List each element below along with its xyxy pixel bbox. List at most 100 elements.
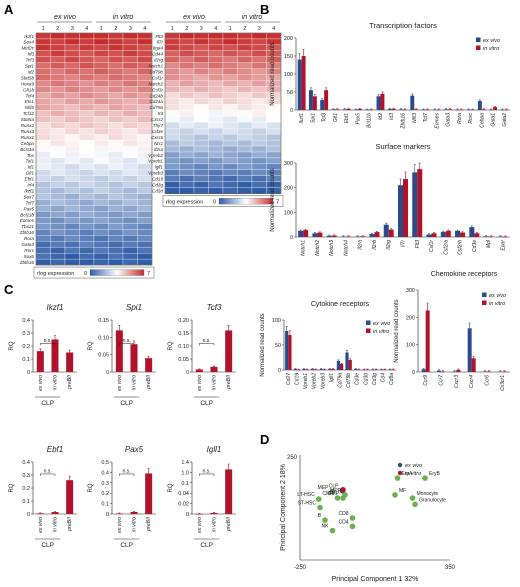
heatmap-cell [122, 169, 138, 176]
x-tick-label: Cx3cr1 [500, 375, 506, 391]
heatmap-cell [79, 110, 95, 117]
heatmap-cell [222, 104, 238, 111]
heatmap-cell [108, 151, 124, 159]
bar [115, 513, 123, 515]
heatmap-cell [237, 181, 253, 188]
bar [410, 95, 415, 110]
y-tick-label: 0 [186, 370, 189, 376]
col-number-label: 1 [100, 26, 103, 32]
legend-swatch [366, 328, 371, 333]
significance-bracket: n.s. [40, 338, 56, 346]
legend-swatch [476, 37, 481, 42]
heatmap-cell [208, 38, 224, 46]
x-tick-label: ex vivo [197, 375, 203, 391]
pca-point-label: EryB [429, 471, 441, 477]
heatmap-cell [35, 110, 51, 117]
heatmap-cell [251, 56, 267, 63]
col-group-label: ex vivo [54, 14, 76, 21]
heatmap-cell [208, 110, 224, 117]
heatmap-cell [122, 241, 138, 248]
heatmap-cell [108, 223, 124, 230]
bar [210, 366, 218, 372]
heatmap-cell [222, 98, 238, 105]
col-number-label: 2 [114, 26, 117, 32]
heatmap-cell [237, 145, 253, 153]
heatmap-cell [35, 50, 51, 57]
heatmap-cell [79, 139, 95, 147]
pca-point [329, 488, 336, 495]
heatmap-cell [35, 133, 51, 141]
bar [374, 232, 380, 237]
bar [440, 232, 446, 237]
bar [399, 109, 403, 110]
heatmap-cell [222, 86, 238, 93]
x-tick-label: ex vivo [117, 375, 123, 391]
chart-title: Ebf1 [47, 445, 63, 454]
heatmap-cell [193, 68, 209, 75]
heatmap-cell [35, 169, 51, 176]
heatmap-cell [79, 50, 95, 57]
heatmap-cell [79, 258, 95, 266]
heatmap-cell [237, 86, 253, 93]
heatmap-cell [50, 169, 66, 176]
heatmap-cell [93, 32, 109, 40]
heatmap-cell [122, 133, 138, 141]
y-tick-label: 0 [290, 108, 293, 114]
col-number-label: 3 [258, 26, 261, 32]
bar [403, 179, 408, 237]
col-number-label: 2 [185, 26, 188, 32]
pca-point [349, 523, 356, 530]
heatmap-cell [93, 44, 109, 52]
pca-point-label: CD8 [338, 511, 348, 517]
heatmap-frame [164, 32, 282, 194]
heatmap-cell [35, 151, 51, 159]
heatmap-cell [122, 145, 138, 153]
gene-label: Zbtb16 [19, 260, 35, 265]
chart-title: Tcf3 [207, 303, 222, 312]
heatmap-cell [79, 229, 95, 236]
heatmap-cell [64, 175, 80, 182]
heatmap-cell [79, 104, 95, 111]
heatmap-cell [50, 38, 66, 46]
gene-label: Stat5a [21, 117, 35, 122]
legend-swatch [397, 462, 403, 468]
y-tick-label: 1.4 [181, 460, 189, 466]
heatmap-cell [251, 38, 267, 46]
gene-label: Mef2c [21, 46, 34, 51]
heatmap-cell [64, 151, 80, 159]
bar [477, 101, 482, 110]
significance-bracket: n.s. [199, 338, 215, 346]
heatmap-cell [64, 181, 80, 188]
heatmap-cell [108, 163, 124, 170]
heatmap-cell [137, 187, 153, 194]
pca-point-label: MEP [318, 485, 330, 491]
heatmap-cell [50, 122, 66, 129]
heatmap-cell [122, 56, 138, 63]
heatmap-cell [93, 163, 109, 170]
x-tick-label: Cxcr4 [469, 375, 475, 388]
gene-label: Ets1 [25, 99, 35, 104]
bar [459, 109, 464, 111]
heatmap-cell [122, 247, 138, 254]
pca-point-label: Monocyte [417, 491, 439, 497]
y-tick-label: 0.1 [22, 357, 30, 363]
heatmap-cell [35, 163, 51, 170]
y-tick-label: 0 [27, 370, 30, 376]
bar [398, 185, 403, 237]
heatmap-cell [122, 205, 138, 212]
y-tick-label: 0.3 [22, 473, 30, 479]
x-tick-label: Vpreb2 [312, 373, 318, 389]
heatmap-cell [50, 133, 66, 141]
pca-point [317, 504, 323, 511]
bar [470, 109, 475, 111]
heatmap-cell [108, 104, 124, 111]
heatmap-cell [64, 145, 80, 153]
gene-label: Cd79b [149, 69, 163, 74]
heatmap-cell [50, 223, 66, 230]
legend-label: ex vivo [373, 321, 390, 327]
x-tick-label: in vitro [53, 517, 59, 532]
bar [502, 371, 507, 373]
heatmap-cell [50, 157, 66, 165]
heatmap-cell [237, 44, 253, 52]
bar [388, 369, 392, 371]
